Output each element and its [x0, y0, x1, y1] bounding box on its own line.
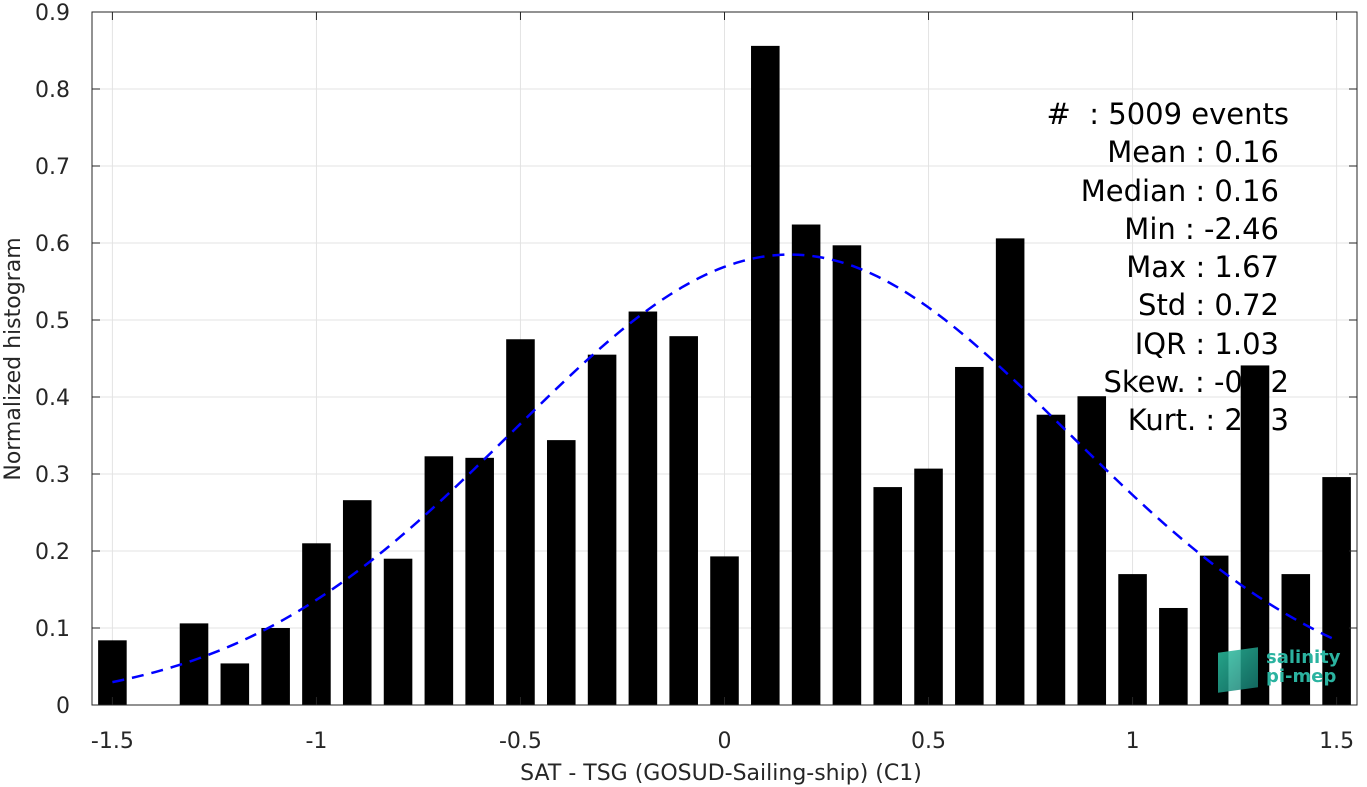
- y-tick-label: 0.3: [35, 463, 70, 488]
- histogram-bar: [1118, 574, 1147, 705]
- histogram-bar: [914, 468, 943, 705]
- stat-events: # : 5009 events: [1046, 97, 1289, 131]
- histogram-bar: [179, 623, 209, 705]
- stat-mean: Mean : 0.16: [1107, 135, 1279, 170]
- histogram-bar: [383, 558, 413, 705]
- histogram-bar: [546, 440, 576, 705]
- y-tick-label: 0.9: [35, 1, 70, 26]
- logo-text: salinity pi-mep: [1266, 648, 1341, 686]
- stat-skew: Skew. : -0.02: [1103, 365, 1289, 400]
- histogram-bar: [465, 457, 494, 705]
- salinity-pimep-logo: salinity pi-mep: [1218, 647, 1358, 694]
- histogram-bar: [261, 628, 290, 705]
- y-tick-label: 0.4: [35, 386, 70, 411]
- y-tick-label: 0.5: [35, 309, 70, 334]
- histogram-bar: [628, 311, 658, 705]
- y-tick-label: 0.6: [35, 232, 70, 257]
- logo-line-1: salinity: [1266, 647, 1341, 668]
- y-tick-label: 0: [56, 694, 70, 719]
- x-tick-label: -1.5: [91, 729, 134, 754]
- x-axis-label: SAT - TSG (GOSUD-Sailing-ship) (C1): [520, 761, 922, 786]
- histogram-bar: [669, 336, 698, 705]
- histogram-bar: [1281, 574, 1311, 705]
- histogram-bar: [302, 543, 331, 705]
- histogram-bar: [955, 366, 984, 705]
- bars: [98, 45, 1351, 705]
- histogram-bar: [995, 238, 1025, 705]
- y-axis-ticks: 0 0.1 0.2 0.3 0.4 0.5 0.6 0.7 0.8 0.9: [35, 1, 1357, 719]
- histogram-bar: [424, 456, 454, 705]
- histogram-bar: [1036, 414, 1066, 705]
- x-tick-label: 1: [1126, 729, 1140, 754]
- y-tick-label: 0.7: [35, 155, 70, 180]
- stat-iqr: IQR : 1.03: [1134, 326, 1279, 361]
- histogram-bar: [1322, 477, 1351, 705]
- normal-fit-curve: [112, 253, 1338, 684]
- histogram-bar: [1077, 396, 1107, 705]
- logo-cube-icon: [1218, 647, 1258, 693]
- histogram-bar: [98, 640, 127, 705]
- histogram-bar: [342, 500, 372, 705]
- histogram-bar: [587, 354, 617, 705]
- histogram-bar: [220, 663, 250, 705]
- stat-median: Median : 0.16: [1080, 173, 1279, 208]
- histogram-bar: [1159, 607, 1188, 705]
- histogram-bar: [832, 245, 862, 705]
- x-tick-label: -1: [305, 729, 327, 754]
- x-tick-label: -0.5: [499, 729, 542, 754]
- y-tick-label: 0.2: [35, 540, 70, 565]
- stat-std: Std : 0.72: [1138, 288, 1279, 323]
- stat-kurt: Kurt. : 2.33: [1127, 403, 1289, 438]
- stat-min: Min : -2.46: [1124, 211, 1279, 246]
- stat-max: Max : 1.67: [1126, 250, 1279, 285]
- histogram-bar: [751, 45, 780, 705]
- x-tick-label: 1.5: [1319, 729, 1354, 754]
- logo-line-2: pi-mep: [1266, 666, 1337, 687]
- histogram-bar: [506, 339, 535, 705]
- x-axis-ticks: -1.5 -1 -0.5 0 0.5 1 1.5: [91, 12, 1354, 754]
- statistics-box: # : 5009 events Mean : 0.16 Median : 0.1…: [1047, 95, 1289, 440]
- histogram-bar: [791, 224, 821, 705]
- histogram-bar: [873, 487, 903, 705]
- y-tick-label: 0.8: [35, 78, 70, 103]
- x-tick-label: 0.5: [911, 729, 946, 754]
- x-tick-label: 0: [718, 729, 732, 754]
- y-axis-label: Normalized histogram: [1, 237, 26, 480]
- y-tick-label: 0.1: [35, 617, 70, 642]
- histogram-bar: [710, 556, 739, 705]
